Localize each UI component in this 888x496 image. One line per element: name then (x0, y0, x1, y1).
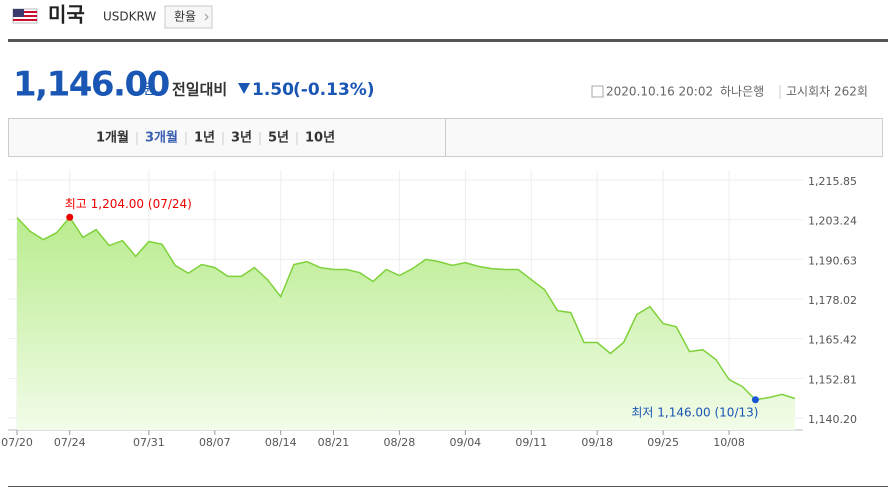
tab[interactable]: 1년 (194, 131, 215, 146)
y-tick-label: 1,190.63 (808, 254, 857, 267)
y-tick-label: 1,165.42 (808, 334, 857, 347)
x-tick-label: 07/20 (1, 436, 33, 449)
x-tick-label: 08/14 (265, 436, 297, 449)
price-unit: 원 (143, 82, 156, 98)
rate-button-label[interactable]: 환율 (174, 10, 196, 24)
tab[interactable]: 3개월 (145, 130, 178, 146)
change-label: 전일대비 (172, 81, 227, 99)
tab[interactable]: 10년 (305, 131, 335, 146)
rate-button[interactable] (164, 5, 213, 29)
country: 미국 (48, 3, 85, 27)
x-tick-label: 08/21 (318, 436, 350, 449)
max-label: 최고 1,204.00 (07/24) (65, 197, 192, 211)
tab[interactable]: 5년 (268, 131, 289, 146)
price: 1,146.00 (13, 65, 170, 105)
bank: 하나은행 (720, 84, 764, 99)
code: USDKRW (103, 10, 156, 24)
x-tick-label: 09/11 (515, 436, 547, 449)
divider (8, 39, 888, 42)
change: 1.50 (252, 80, 294, 100)
x-tick-label: 09/18 (581, 436, 613, 449)
calendar-icon (591, 85, 604, 98)
y-tick-label: 1,203.24 (808, 215, 857, 228)
x-tick-label: 08/07 (199, 436, 231, 449)
down-arrow (238, 83, 250, 94)
x-tick-label: 07/24 (54, 436, 86, 449)
y-tick-label: 1,152.81 (808, 373, 857, 386)
chevron (204, 13, 209, 21)
round: 고시회차 262회 (786, 85, 868, 99)
x-tick-label: 10/08 (713, 436, 745, 449)
x-tick-label: 09/25 (647, 436, 679, 449)
chart: 1,140.20 1,152.81 1,165.42 1,178.02 1,190.63… (1, 170, 857, 449)
x-tick-label: 07/31 (133, 436, 165, 449)
y-tick-label: 1,215.85 (808, 175, 857, 188)
y-tick-label: 1,178.02 (808, 294, 857, 307)
area (17, 217, 795, 430)
flag (12, 8, 38, 24)
min-label: 최저 1,146.00 (10/13) (631, 405, 758, 419)
datetime: 2020.10.16 20:02 (606, 85, 713, 99)
tabs: 1개월 3개월 1년 3년 5년 10년 (96, 130, 335, 146)
change-pct: (-0.13%) (293, 80, 375, 100)
y-tick-label: 1,140.20 (808, 413, 857, 426)
tab[interactable]: 3년 (231, 131, 252, 146)
line (16, 216, 796, 401)
tab[interactable]: 1개월 (96, 130, 129, 146)
x-tick-label: 08/28 (384, 436, 416, 449)
min-point (751, 396, 759, 404)
x-tick-label: 09/04 (449, 436, 481, 449)
max-point (66, 213, 74, 221)
